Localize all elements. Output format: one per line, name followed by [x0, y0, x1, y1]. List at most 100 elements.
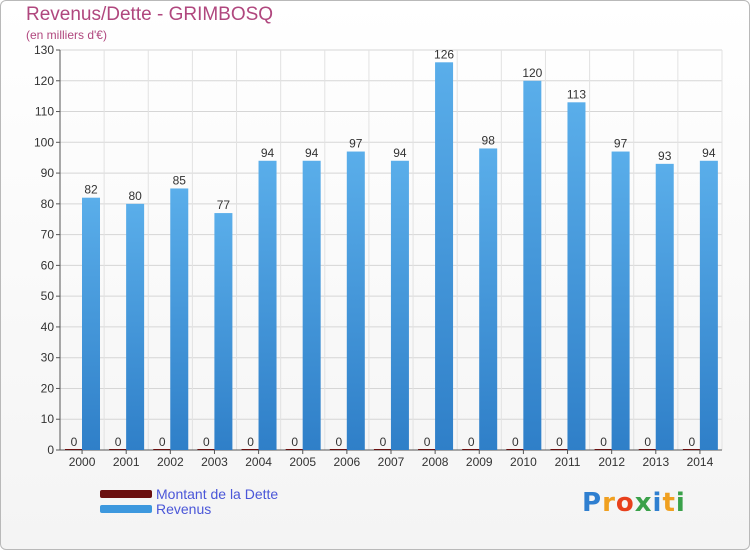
x-tick-label-2003: 2003: [201, 455, 228, 469]
data-label-dette-2005: 0: [291, 435, 298, 449]
data-label-dette-2004: 0: [247, 435, 254, 449]
y-tick-label: 80: [41, 197, 55, 211]
y-tick-label: 50: [41, 289, 55, 303]
bar-revenus-2014: [699, 160, 718, 450]
bar-revenus-2007: [390, 160, 409, 450]
data-label-revenus-2000: 82: [84, 183, 98, 197]
chart-title: Revenus/Dette - GRIMBOSQ: [26, 4, 274, 25]
bar-dette-2013: [638, 449, 657, 450]
bar-dette-2008: [418, 449, 437, 450]
data-label-revenus-2010: 120: [522, 66, 542, 80]
data-label-revenus-2012: 97: [614, 137, 628, 151]
x-tick-label-2008: 2008: [422, 455, 449, 469]
logo-letter: i: [675, 488, 686, 518]
logo-letter: i: [652, 488, 663, 518]
bar-dette-2000: [65, 449, 83, 450]
y-tick-label: 0: [47, 443, 54, 457]
y-tick-label: 60: [41, 258, 55, 272]
x-tick-label-2007: 2007: [378, 455, 405, 469]
bar-dette-2002: [153, 449, 172, 450]
x-tick-label-2014: 2014: [687, 455, 714, 469]
x-tick-label-2009: 2009: [466, 455, 493, 469]
bar-revenus-2003: [214, 213, 233, 450]
data-label-revenus-2006: 97: [349, 137, 363, 151]
bar-dette-2004: [241, 449, 260, 450]
x-tick-label-2005: 2005: [289, 455, 316, 469]
legend-label-dette: Montant de la Dette: [156, 486, 279, 502]
data-label-dette-2002: 0: [159, 435, 166, 449]
y-tick-label: 100: [34, 135, 54, 149]
bar-revenus-2011: [567, 102, 586, 451]
data-label-revenus-2003: 77: [217, 198, 231, 212]
y-tick-label: 130: [34, 43, 54, 57]
bar-revenus-2009: [479, 148, 498, 450]
data-label-revenus-2009: 98: [482, 133, 496, 147]
data-label-dette-2001: 0: [115, 435, 122, 449]
bar-dette-2005: [285, 449, 304, 450]
data-label-dette-2000: 0: [71, 435, 78, 449]
bar-revenus-2000: [82, 197, 100, 450]
y-tick-label: 90: [41, 166, 55, 180]
data-label-dette-2011: 0: [556, 435, 563, 449]
legend-label-revenus: Revenus: [156, 501, 212, 517]
data-label-dette-2012: 0: [600, 435, 607, 449]
bar-revenus-2001: [126, 203, 145, 450]
data-label-dette-2007: 0: [380, 435, 387, 449]
data-label-dette-2003: 0: [203, 435, 210, 449]
data-label-revenus-2001: 80: [128, 189, 142, 203]
labels: 0 10 20 30 40 50 60 70 80 90 100 110 120 130 2000 0 82 20…: [34, 43, 716, 469]
data-label-revenus-2008: 126: [434, 47, 454, 61]
x-tick-label-2004: 2004: [245, 455, 272, 469]
bars: [65, 62, 718, 451]
x-tick-label-2012: 2012: [598, 455, 625, 469]
y-tick-label: 110: [35, 105, 54, 119]
bar-revenus-2008: [435, 62, 454, 451]
bar-dette-2009: [462, 449, 481, 450]
bar-revenus-2013: [655, 163, 674, 450]
logo-letter: r: [602, 488, 616, 518]
data-label-revenus-2014: 94: [702, 146, 716, 160]
data-label-dette-2010: 0: [512, 435, 519, 449]
data-label-revenus-2004: 94: [261, 146, 275, 160]
data-label-dette-2008: 0: [424, 435, 431, 449]
data-label-dette-2013: 0: [644, 435, 651, 449]
data-label-revenus-2005: 94: [305, 146, 319, 160]
y-tick-label: 120: [34, 74, 54, 88]
legend-swatch-dette: [100, 490, 152, 498]
x-tick-label-2002: 2002: [157, 455, 184, 469]
data-label-revenus-2011: 113: [567, 87, 586, 101]
y-tick-label: 20: [41, 381, 55, 395]
bar-revenus-2005: [302, 160, 321, 450]
x-tick-label-2001: 2001: [113, 455, 140, 469]
data-label-dette-2014: 0: [689, 435, 696, 449]
bar-revenus-2010: [523, 80, 542, 451]
bar-revenus-2002: [170, 188, 189, 450]
proxiti-logo: Proxiti: [582, 488, 686, 518]
data-label-revenus-2013: 93: [658, 149, 672, 163]
legend-swatch-revenus: [100, 505, 152, 513]
logo-letter: t: [662, 488, 676, 518]
bar-dette-2003: [197, 449, 216, 450]
x-tick-label-2006: 2006: [334, 455, 361, 469]
x-tick-label-2000: 2000: [69, 455, 96, 469]
logo-letter: P: [582, 488, 603, 518]
bar-dette-2007: [373, 449, 392, 450]
bar-dette-2001: [109, 449, 128, 450]
x-tick-label-2013: 2013: [642, 455, 669, 469]
bar-dette-2010: [506, 449, 525, 450]
bar-dette-2012: [594, 449, 613, 450]
x-tick-label-2010: 2010: [510, 455, 537, 469]
chart-subtitle: (en milliers d'€): [26, 28, 107, 42]
y-tick-label: 40: [41, 320, 55, 334]
data-label-dette-2006: 0: [335, 435, 342, 449]
logo-letter: x: [634, 488, 653, 518]
y-tick-label: 70: [41, 228, 55, 242]
bar-revenus-2012: [611, 151, 630, 451]
bar-revenus-2004: [258, 160, 277, 450]
x-tick-label-2011: 2011: [555, 455, 581, 469]
y-tick-label: 10: [41, 412, 55, 426]
bar-dette-2006: [329, 449, 348, 450]
bar-dette-2014: [682, 449, 701, 450]
data-label-revenus-2002: 85: [173, 173, 187, 187]
